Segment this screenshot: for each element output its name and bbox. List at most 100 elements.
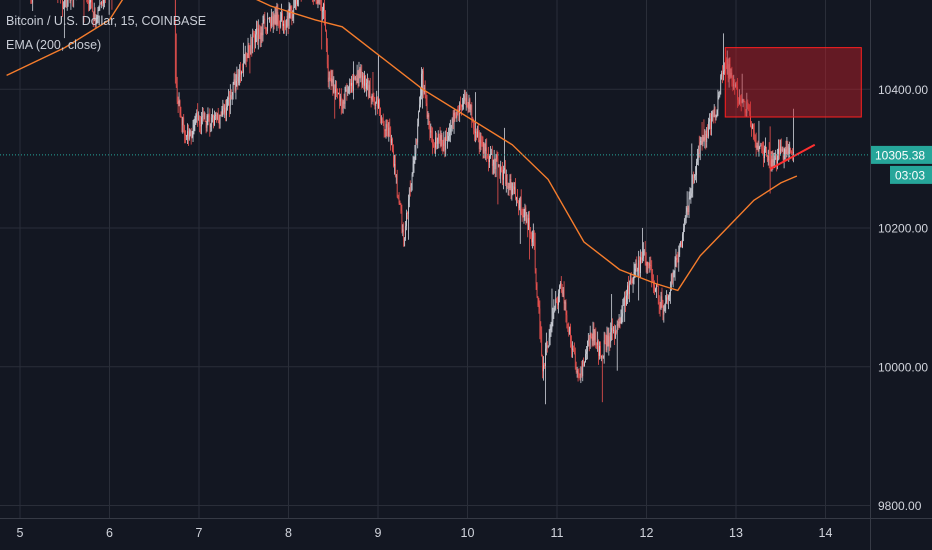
candles (30, 0, 794, 405)
candle-body (371, 95, 373, 100)
symbol-title: Bitcoin / U.S. Dollar, 15, COINBASE (6, 14, 207, 28)
candle-body (575, 366, 577, 372)
candle-body (245, 52, 247, 58)
candle-body (336, 89, 337, 93)
candle-body (655, 288, 656, 292)
candle-body (390, 130, 392, 143)
candle-body (426, 103, 428, 118)
candle-body (730, 72, 732, 77)
candle-body (710, 119, 711, 129)
candle-body (660, 296, 662, 309)
candle-body (491, 153, 492, 155)
candle-body (482, 142, 484, 154)
candle-body (181, 116, 183, 126)
candle-body (507, 186, 509, 188)
candle-body (657, 286, 659, 300)
candle-body (631, 280, 633, 284)
candle-body (444, 138, 446, 150)
candle-body (439, 136, 441, 141)
candle-body (542, 356, 543, 372)
candle-body (651, 268, 653, 279)
candle-body (357, 78, 359, 84)
candle-body (270, 15, 272, 27)
candle-body (607, 335, 609, 347)
candle-body (223, 105, 225, 113)
candle-body (628, 285, 629, 294)
candle-body (584, 362, 585, 367)
candle-body (468, 99, 470, 109)
candle-body (99, 3, 101, 8)
y-tick-label: 10000.00 (878, 360, 928, 374)
candle-body (425, 96, 427, 104)
candle-body (684, 215, 686, 221)
candle-body (623, 305, 625, 306)
candle-body (700, 141, 702, 143)
candle-body (484, 143, 486, 151)
candle-body (392, 139, 393, 152)
candle-body (698, 152, 700, 156)
candle-body (274, 14, 276, 24)
candle-body (629, 279, 631, 284)
candle-body (543, 365, 544, 372)
candle-body (480, 139, 482, 143)
candle-body (672, 272, 674, 283)
candle-body (261, 32, 263, 36)
candle-body (183, 117, 185, 127)
candle-body (527, 218, 529, 230)
candle-body (621, 313, 623, 317)
x-tick-label: 5 (17, 526, 24, 540)
candle-body (288, 8, 290, 26)
candle-body (280, 20, 282, 27)
candle-body (327, 64, 329, 83)
candle-body (576, 371, 578, 372)
candle-body (187, 131, 188, 136)
candle-body (630, 279, 632, 281)
candle-body (247, 45, 249, 58)
candle-body (284, 27, 286, 29)
resistance-zone (724, 47, 862, 118)
candle-body (541, 333, 543, 357)
candle-body (505, 175, 507, 185)
candle-body (373, 97, 375, 102)
candle-body (342, 101, 344, 110)
candle-body (379, 99, 380, 109)
candle-body (785, 149, 787, 156)
candle-body (615, 331, 617, 333)
candle-body (397, 196, 399, 199)
candle-body (498, 164, 500, 167)
candle-body (654, 285, 655, 292)
candle-body (174, 0, 176, 78)
candle-body (459, 102, 461, 114)
candle-body (662, 300, 664, 315)
candle-body (356, 78, 358, 80)
candle-body (620, 316, 622, 323)
candle-body (596, 344, 598, 346)
candle-body (430, 130, 432, 133)
candle-body (253, 33, 254, 34)
candle-body (747, 101, 749, 104)
candle-body (337, 92, 338, 94)
candle-body (90, 0, 91, 3)
candle-body (375, 102, 377, 106)
candle-body (757, 145, 759, 152)
candle-body (578, 372, 580, 374)
candle-body (670, 289, 671, 296)
candle-body (230, 95, 232, 100)
candle-body (382, 120, 384, 124)
candle-body (257, 28, 258, 41)
candle-body (765, 147, 766, 149)
candle-body (366, 83, 367, 89)
candle-body (709, 119, 710, 122)
candle-body (728, 64, 730, 78)
candle-body (487, 153, 488, 155)
candle-body (403, 229, 405, 247)
candle-body (585, 354, 586, 363)
candle-body (391, 139, 392, 143)
candle-body (625, 296, 626, 306)
candle-body (588, 338, 590, 347)
candle-body (599, 345, 600, 356)
candle-body (525, 207, 527, 223)
candle-body (432, 135, 433, 145)
candle-body (790, 147, 791, 153)
